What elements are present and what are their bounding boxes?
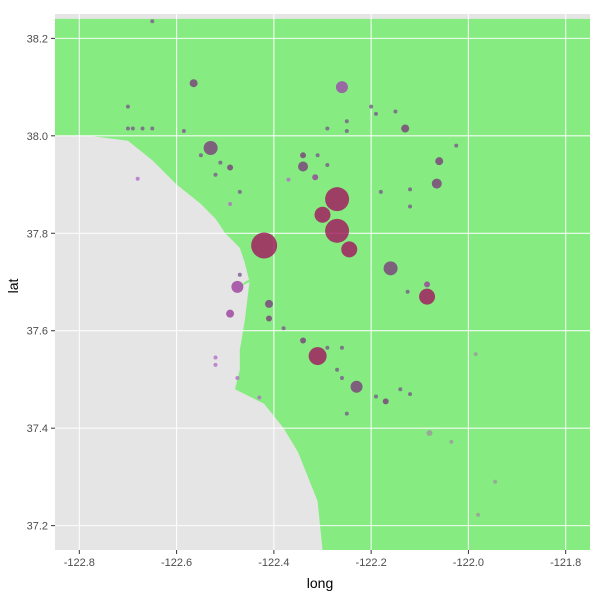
data-point-11 — [218, 160, 223, 165]
grid-layer — [55, 14, 590, 550]
data-point-32 — [408, 204, 413, 209]
data-point-33 — [378, 189, 383, 194]
data-point-60 — [398, 387, 403, 392]
data-point-16 — [298, 161, 309, 172]
data-point-1 — [189, 79, 198, 88]
land-polygon-2 — [239, 189, 459, 414]
data-point-23 — [344, 119, 349, 124]
y-tick-label-1: 37.4 — [27, 423, 48, 435]
data-point-56 — [339, 375, 344, 380]
data-point-17 — [315, 153, 320, 158]
data-point-39 — [341, 241, 358, 258]
data-point-3 — [125, 104, 130, 109]
data-point-59 — [382, 398, 389, 405]
data-point-30 — [431, 178, 442, 189]
data-point-36 — [325, 187, 350, 212]
x-axis: -122.8 -122.6 -122.4 -122.2 -122.0 -121.8 — [64, 550, 581, 569]
data-point-12 — [213, 172, 218, 177]
data-point-13 — [227, 164, 234, 171]
data-point-20 — [325, 163, 330, 168]
data-point-69 — [473, 352, 478, 357]
data-point-50 — [281, 326, 286, 331]
data-point-35 — [228, 202, 233, 207]
data-point-34 — [237, 189, 242, 194]
data-point-18 — [312, 174, 319, 181]
data-point-66 — [257, 395, 262, 400]
data-point-28 — [435, 157, 444, 166]
data-point-70 — [493, 479, 498, 484]
data-point-31 — [408, 187, 413, 192]
data-point-61 — [408, 392, 413, 397]
data-point-45 — [237, 272, 242, 277]
data-point-49 — [226, 309, 235, 318]
x-tick-label-5: -121.8 — [550, 557, 581, 569]
y-tick-label-3: 37.8 — [27, 228, 48, 240]
data-point-62 — [344, 411, 349, 416]
y-tick-label-5: 38.2 — [27, 33, 48, 45]
land-polygon-1 — [200, 38, 425, 185]
data-point-71 — [476, 512, 481, 517]
x-tick-label-3: -122.2 — [356, 557, 387, 569]
data-point-0 — [150, 19, 155, 24]
data-point-29 — [454, 143, 459, 148]
data-point-42 — [424, 281, 431, 288]
data-point-2 — [335, 81, 348, 94]
data-point-37 — [314, 206, 331, 223]
data-point-10 — [198, 153, 203, 158]
data-point-51 — [300, 337, 307, 344]
data-point-25 — [344, 128, 349, 133]
data-point-46 — [231, 280, 244, 293]
data-point-7 — [150, 126, 155, 131]
y-tick-label-0: 37.2 — [27, 521, 48, 533]
data-point-8 — [181, 128, 186, 133]
data-point-65 — [235, 375, 240, 380]
data-point-27 — [401, 124, 410, 133]
data-point-44 — [405, 289, 410, 294]
x-tick-label-4: -122.0 — [453, 557, 484, 569]
data-point-26 — [393, 109, 398, 114]
data-point-4 — [130, 126, 135, 131]
data-point-40 — [251, 232, 278, 259]
data-point-41 — [383, 261, 398, 276]
x-tick-label-1: -122.6 — [161, 557, 192, 569]
data-point-15 — [300, 152, 307, 159]
points-layer — [125, 19, 498, 517]
y-axis-title: lat — [5, 279, 21, 294]
land-layer — [55, 18, 590, 550]
data-point-14 — [135, 176, 140, 181]
data-point-24 — [325, 126, 330, 131]
y-axis: 37.2 37.4 37.6 37.8 38.0 38.2 — [27, 33, 55, 533]
data-point-57 — [350, 380, 363, 393]
x-tick-label-2: -122.4 — [258, 557, 289, 569]
y-tick-label-4: 38.0 — [27, 131, 48, 143]
data-point-38 — [325, 218, 350, 243]
data-point-55 — [335, 367, 340, 372]
data-point-53 — [325, 345, 330, 350]
data-point-58 — [374, 394, 378, 399]
data-point-21 — [369, 104, 374, 109]
data-point-19 — [286, 177, 291, 182]
data-point-47 — [265, 299, 273, 308]
y-tick-label-2: 37.6 — [27, 326, 48, 338]
data-point-6 — [140, 126, 145, 131]
data-point-63 — [213, 355, 218, 360]
x-tick-label-0: -122.8 — [64, 557, 95, 569]
x-axis-title: long — [307, 575, 333, 591]
data-point-43 — [419, 288, 436, 305]
data-point-52 — [308, 347, 327, 366]
data-point-67 — [426, 430, 433, 437]
data-point-64 — [213, 362, 218, 367]
data-point-5 — [125, 126, 130, 131]
data-point-68 — [449, 439, 454, 444]
data-point-48 — [266, 315, 272, 322]
data-point-9 — [203, 141, 218, 155]
data-point-54 — [339, 345, 344, 350]
data-point-22 — [374, 111, 378, 116]
